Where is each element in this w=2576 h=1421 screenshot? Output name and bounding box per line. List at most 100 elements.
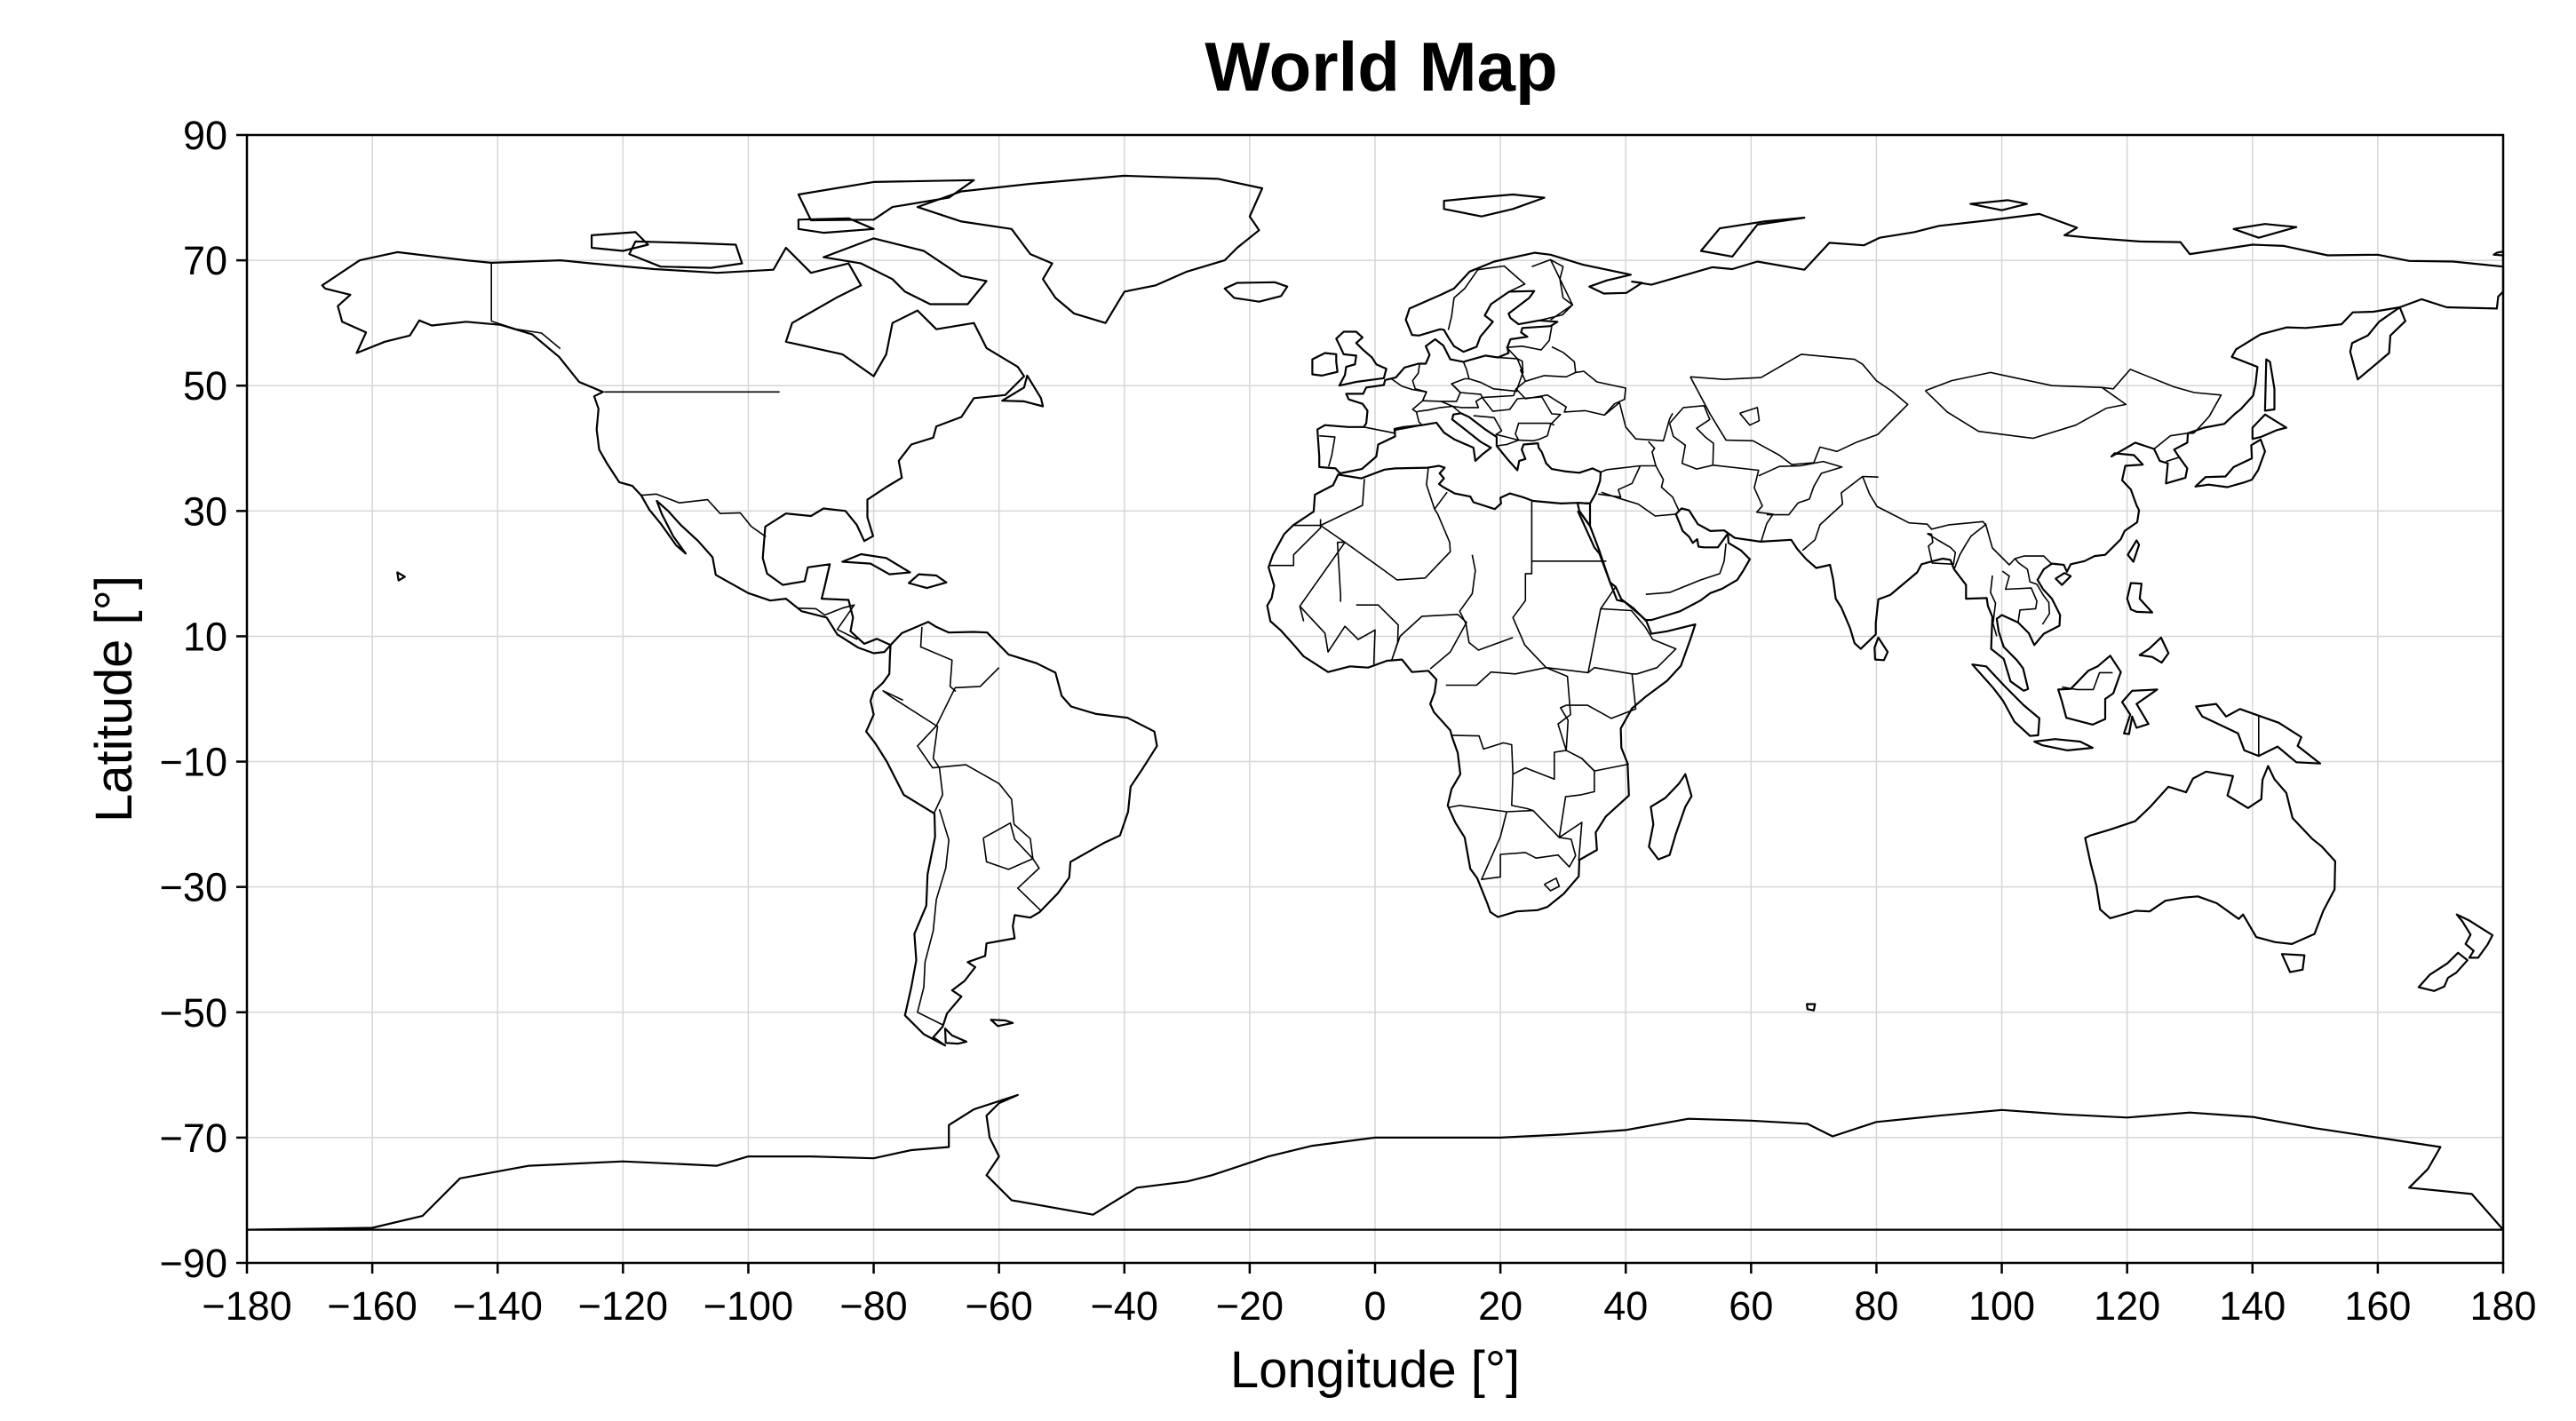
landmass-south-america (864, 621, 1158, 1047)
landmass-falklands (990, 1019, 1014, 1028)
landmass-eurasia (1316, 212, 2505, 692)
x-tick-label: −60 (965, 1283, 1032, 1329)
border-central-asia (1690, 353, 1909, 465)
border-poland-germany (1411, 361, 1470, 402)
y-tick-label: 30 (183, 488, 227, 534)
border-mongolia (1924, 371, 2127, 440)
landmass-africa (1266, 464, 1697, 918)
landmass-victoria-island (628, 240, 743, 269)
landmass-sri-lanka (1873, 636, 1889, 662)
x-tick-label: 180 (2469, 1283, 2536, 1329)
border-argentina-chile (917, 808, 950, 1026)
gridlines (246, 134, 2504, 1264)
x-tick-label: 40 (1603, 1283, 1648, 1329)
x-tick-label: 0 (1364, 1283, 1386, 1329)
border-borneo-border (2062, 671, 2113, 691)
landmass-novaya-zemlya (1699, 217, 1806, 258)
border-france-spain-italy (1364, 405, 1462, 434)
x-tick-label: 160 (2344, 1283, 2411, 1329)
x-tick-label: 60 (1729, 1283, 1773, 1329)
border-austria-balkans (1440, 396, 1562, 447)
y-axis-label: Latitude [°] (85, 576, 143, 822)
border-laos-vietnam (2014, 558, 2050, 625)
border-chad-niger (1459, 554, 1514, 651)
y-tick-label: −90 (160, 1241, 227, 1286)
coastlines (245, 174, 2505, 1231)
border-france-switzerland-belgium (1390, 377, 1427, 413)
border-russia-west (1550, 258, 1574, 321)
border-spain-portugal (1319, 434, 1336, 467)
y-tick-label: 90 (183, 113, 227, 158)
border-brazil-west (917, 667, 1041, 911)
x-tick-label: 20 (1478, 1283, 1523, 1329)
border-congo-angola (1451, 734, 1514, 774)
border-nigeria-ghana-band (1356, 604, 1467, 670)
landmass-australia (2084, 765, 2336, 946)
border-algeria-libya-niger (1320, 491, 1451, 581)
landmass-ireland (1311, 352, 1339, 377)
border-iran-east (1713, 464, 1774, 543)
landmass-severnaya-zemlya (1969, 199, 2028, 211)
border-mauritania-mali (1299, 541, 1346, 622)
landmass-devon-island (797, 217, 875, 234)
border-turkey-syria-iran (1600, 441, 1657, 473)
landmass-svalbard (1443, 193, 1546, 218)
border-sweden-norway (1447, 265, 1526, 330)
landmass-hainan (2055, 572, 2072, 586)
border-indochina (1984, 523, 2052, 566)
landmass-borneo (2057, 655, 2122, 726)
border-korea-dmz (2166, 456, 2181, 463)
border-bangladesh (1927, 532, 1957, 566)
border-andean-north (882, 689, 943, 814)
landmass-nz-south-island (2417, 951, 2469, 992)
border-thailand-laos-cambodia (2001, 570, 2038, 623)
x-tick-label: −140 (453, 1283, 543, 1329)
landmass-ellesmere-island (797, 179, 975, 222)
landmass-new-siberian-islands (2232, 223, 2298, 239)
landmass-nz-north-island (2455, 913, 2494, 959)
landmass-japan-honshu (2194, 438, 2266, 488)
border-china-russia-east (2102, 369, 2222, 434)
border-caucasus-caspian (1603, 401, 1674, 442)
border-china-korea (2153, 432, 2194, 450)
landmass-hokkaido (2251, 413, 2287, 441)
border-saudi-yemen-oman (1645, 543, 1727, 595)
landmass-hawaii (396, 571, 406, 582)
border-central-africa (1445, 666, 1571, 812)
landmass-madagascar (1648, 773, 1693, 861)
border-balkans-inner (1473, 415, 1555, 441)
border-canada-alaska-panhandle (490, 320, 561, 350)
x-axis-ticks: −180 −160 −140 −120 −100 −80 −60 −40 −20 0 20 40 60 8… (202, 1263, 2537, 1329)
landmass-north-america (321, 246, 1026, 655)
landmass-sakhalin (2263, 358, 2276, 412)
x-tick-label: −160 (327, 1283, 417, 1329)
landmass-greenland (916, 174, 1264, 324)
border-afghanistan-pakistan (1758, 460, 1843, 516)
border-libya-egypt-sudan (1512, 501, 1617, 674)
x-tick-label: −20 (1216, 1283, 1284, 1329)
border-west-africa-inner (1299, 606, 1376, 665)
border-us-mexico (640, 493, 767, 537)
x-tick-label: 140 (2219, 1283, 2286, 1329)
x-tick-label: −120 (578, 1283, 668, 1329)
landmass-new-guinea (2195, 703, 2322, 765)
landmass-newfoundland (1001, 374, 1045, 408)
x-tick-label: 120 (2094, 1283, 2160, 1329)
border-ukraine (1515, 370, 1626, 417)
border-central-america (797, 604, 858, 640)
border-ethiopia-somalia (1600, 607, 1677, 675)
border-tunisia-algeria (1426, 467, 1435, 510)
border-southern-africa (1449, 805, 1577, 881)
x-tick-label: 100 (1968, 1283, 2035, 1329)
landmass-tierra-del-fuego (943, 1027, 968, 1045)
landmass-baffin-island (822, 237, 988, 306)
y-tick-label: −50 (160, 990, 227, 1036)
y-tick-label: −70 (160, 1115, 227, 1161)
landmass-great-britain (1335, 330, 1387, 387)
chart-title: World Map (1205, 28, 1557, 106)
landmass-sumatra (1971, 663, 2040, 737)
border-iran-iraq (1655, 465, 1680, 512)
landmass-cuba (841, 552, 911, 576)
landmass-wrangel-island (2493, 250, 2505, 257)
